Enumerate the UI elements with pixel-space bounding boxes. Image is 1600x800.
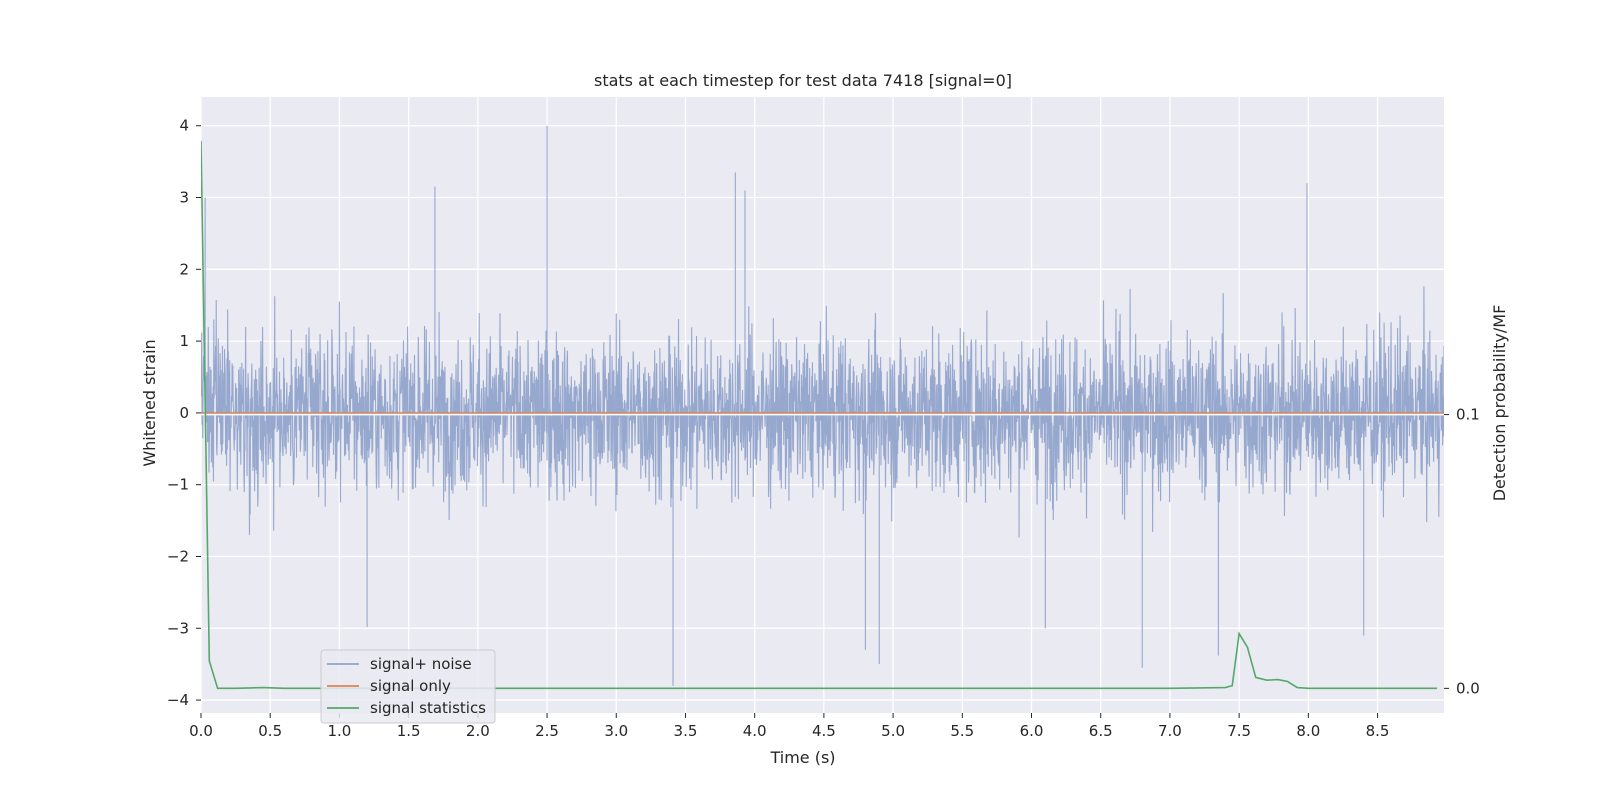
series-signal-statistics (201, 140, 1438, 690)
series-signal-noise (201, 125, 1444, 686)
x-tick-label: 0.5 (258, 722, 282, 740)
legend-label-signal-noise: signal+ noise (370, 655, 472, 673)
x-tick-label: 7.5 (1227, 722, 1251, 740)
y2-axis-label: Detection probability/MF (1490, 305, 1509, 502)
y-tick-label: 0 (179, 404, 189, 422)
y-tick-label: −4 (167, 691, 189, 709)
y2-tick-label: 0.0 (1456, 679, 1480, 697)
y-tick-label: 4 (179, 117, 189, 135)
x-axis-label: Time (s) (769, 748, 835, 767)
y-axis-ticks: 4 3 2 1 0 −1 −2 −3 −4 (167, 117, 201, 709)
x-tick-label: 3.0 (604, 722, 628, 740)
x-tick-label: 2.0 (466, 722, 490, 740)
x-tick-label: 3.5 (674, 722, 698, 740)
x-tick-label: 5.5 (950, 722, 974, 740)
x-tick-label: 0.0 (189, 722, 213, 740)
legend-label-signal-statistics: signal statistics (370, 699, 486, 717)
x-tick-label: 4.0 (743, 722, 767, 740)
x-tick-label: 4.5 (812, 722, 836, 740)
x-tick-label: 7.0 (1158, 722, 1182, 740)
y-tick-label: 3 (179, 189, 189, 207)
y2-axis-ticks: 0.1 0.0 (1444, 406, 1480, 697)
legend: signal+ noise signal only signal statist… (320, 649, 496, 724)
x-tick-label: 8.5 (1366, 722, 1390, 740)
x-tick-label: 2.5 (535, 722, 559, 740)
y-tick-label: −2 (167, 547, 189, 565)
y-tick-label: 1 (179, 332, 189, 350)
y-tick-label: −1 (167, 476, 189, 494)
x-axis-ticks: 0.0 0.5 1.0 1.5 2.0 2.5 3.0 3.5 4.0 4.5 5.0 5.5 6.0 6… (189, 713, 1389, 740)
legend-box (320, 649, 496, 724)
series-signal-noise-line (201, 125, 1444, 686)
x-tick-label: 8.0 (1296, 722, 1320, 740)
x-tick-label: 5.0 (881, 722, 905, 740)
y-tick-label: −3 (167, 619, 189, 637)
x-tick-label: 1.0 (327, 722, 351, 740)
y-axis-label: Whitened strain (140, 339, 159, 466)
y-tick-label: 2 (179, 260, 189, 278)
x-tick-label: 1.5 (397, 722, 421, 740)
legend-label-signal-only: signal only (370, 677, 451, 695)
x-tick-label: 6.5 (1089, 722, 1113, 740)
x-tick-label: 6.0 (1020, 722, 1044, 740)
chart-title: stats at each timestep for test data 741… (594, 71, 1012, 90)
y2-tick-label: 0.1 (1456, 406, 1480, 424)
